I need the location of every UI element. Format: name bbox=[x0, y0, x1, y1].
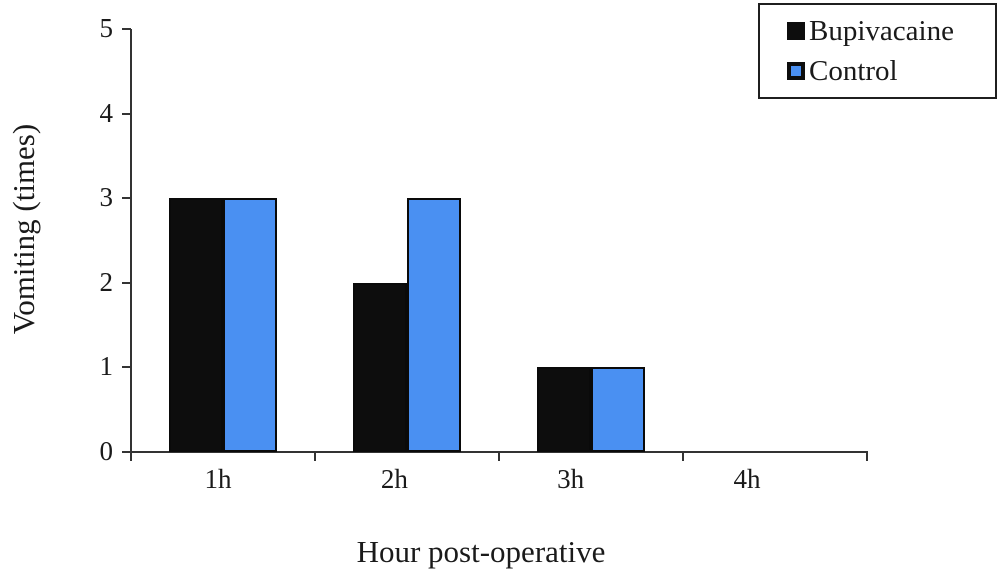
y-tick-1 bbox=[122, 366, 131, 369]
blue-square-black-border-icon bbox=[787, 62, 805, 80]
x-tick-3 bbox=[682, 452, 684, 461]
bar-control-1h bbox=[223, 198, 277, 452]
y-axis-title: Vomiting (times) bbox=[6, 123, 41, 335]
x-tick-label-2h: 2h bbox=[380, 464, 408, 494]
bar-control-2h bbox=[407, 198, 461, 452]
y-tick-label-3: 3 bbox=[99, 182, 114, 213]
bar-control-3h bbox=[591, 367, 645, 452]
y-tick-label-4: 4 bbox=[99, 97, 114, 128]
y-tick-label-1: 1 bbox=[99, 351, 114, 382]
legend-item-bupivacaine: Bupivacaine bbox=[787, 15, 995, 47]
y-tick-label-2: 2 bbox=[99, 266, 114, 297]
y-tick-3 bbox=[122, 197, 131, 200]
x-axis-title: Hour post-operative bbox=[356, 534, 606, 569]
x-tick-label-1h: 1h bbox=[204, 464, 232, 494]
bar-bupivacaine-2h bbox=[353, 282, 407, 452]
x-tick-label-4h: 4h bbox=[733, 464, 761, 494]
y-tick-label-5: 5 bbox=[99, 12, 114, 43]
y-tick-2 bbox=[122, 281, 131, 284]
y-tick-label-0: 0 bbox=[99, 435, 114, 466]
x-tick-1 bbox=[314, 452, 316, 461]
y-tick-0 bbox=[122, 451, 131, 453]
legend-item-control: Control bbox=[787, 55, 995, 87]
legend-label-bupivacaine: Bupivacaine bbox=[809, 15, 954, 47]
bar-bupivacaine-1h bbox=[169, 198, 223, 452]
x-tick-0 bbox=[130, 452, 132, 461]
y-axis-line bbox=[130, 29, 132, 453]
x-tick-4 bbox=[866, 452, 868, 461]
x-tick-label-3h: 3h bbox=[557, 464, 585, 494]
legend-label-control: Control bbox=[809, 55, 898, 87]
y-tick-4 bbox=[122, 112, 131, 115]
black-square-icon bbox=[787, 22, 805, 40]
x-tick-2 bbox=[498, 452, 500, 461]
y-tick-5 bbox=[122, 28, 131, 30]
legend: Bupivacaine Control bbox=[758, 3, 997, 99]
bar-bupivacaine-3h bbox=[537, 367, 591, 452]
